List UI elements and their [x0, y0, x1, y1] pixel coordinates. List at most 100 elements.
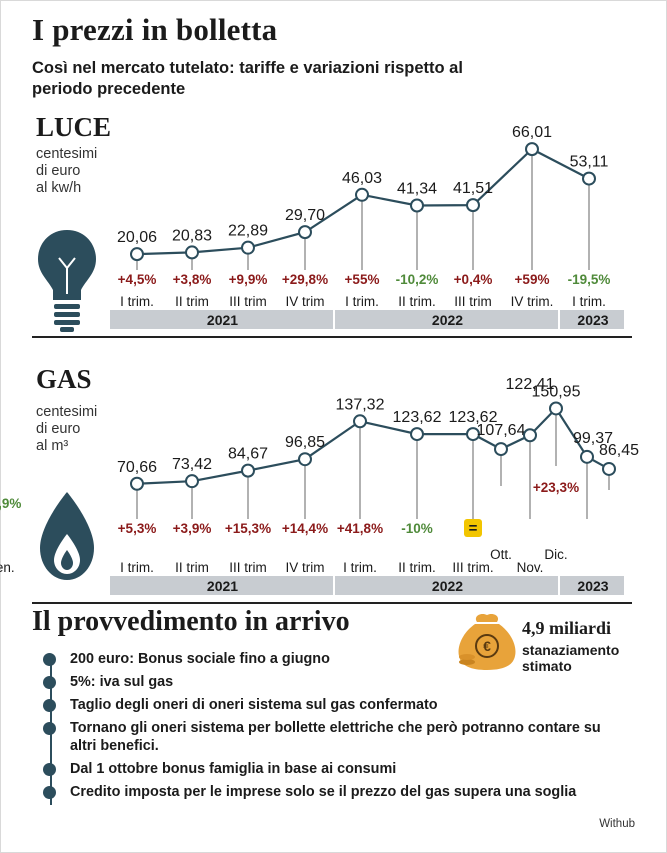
list-item-text: Credito imposta per le imprese solo se i…	[70, 784, 577, 800]
tick-label: II trim.	[398, 560, 436, 575]
data-label: 46,03	[342, 170, 382, 187]
list-item-text: Tornano gli oneri sistema per bollette e…	[70, 720, 601, 754]
change-label: -19,5%	[568, 272, 611, 287]
credit: Withub	[599, 818, 635, 830]
measures-list: 200 euro: Bonus sociale fino a giugno 5%…	[43, 650, 604, 806]
tick-label: IV trim	[286, 560, 325, 575]
page-title: I prezzi in bolletta	[32, 12, 278, 47]
data-label: 73,42	[172, 456, 212, 473]
change-label: -10%	[401, 521, 433, 536]
bullet-dot	[43, 786, 56, 799]
year-band	[110, 576, 333, 595]
data-label: 41,51	[453, 180, 493, 197]
data-label: 70,66	[117, 459, 157, 476]
change-label: +15,3%	[225, 521, 271, 536]
data-point	[130, 247, 144, 262]
data-label: 150,95	[532, 383, 581, 400]
data-point	[298, 452, 312, 467]
change-label: +14,4%	[282, 521, 328, 536]
data-point	[582, 171, 596, 186]
data-label: 137,32	[336, 396, 385, 413]
data-label: 20,83	[172, 227, 212, 244]
change-label: -12,9%	[0, 496, 21, 511]
tick-label: I trim.	[120, 560, 154, 575]
tick-label: I trim.	[572, 294, 606, 309]
gas-heading: GAS	[36, 364, 92, 394]
data-label: 99,37	[573, 430, 613, 447]
data-label: 66,01	[512, 124, 552, 141]
bullet-dot	[43, 722, 56, 735]
data-point	[130, 476, 144, 491]
change-label: +4,5%	[118, 272, 157, 287]
year-label: 2023	[577, 578, 608, 594]
data-label: 123,62	[393, 409, 442, 426]
change-label: +55%	[345, 272, 380, 287]
list-item-text: 200 euro: Bonus sociale fino a giugno	[70, 651, 330, 667]
tick-label: II trim	[175, 560, 209, 575]
neutral-badge	[464, 519, 482, 537]
data-label: 41,34	[397, 181, 437, 198]
luce-unit-line: centesimi	[36, 146, 98, 162]
tick-label: III trim	[229, 294, 267, 309]
luce-chart: 20,06 20,83 22,89 29,70 46,03 41,34 41,51 66,01…	[110, 124, 624, 329]
tick-label: II trim	[175, 294, 209, 309]
luce-unit-line: al kw/h	[36, 180, 82, 196]
data-point	[580, 449, 594, 464]
tick-label: Gen.	[0, 560, 15, 575]
data-point	[185, 474, 199, 489]
gas-unit-line: di euro	[36, 421, 81, 437]
tick-label: II trim.	[398, 294, 436, 309]
tick-label: Nov.	[517, 560, 544, 575]
year-band	[560, 576, 624, 595]
section-divider	[32, 602, 632, 604]
luce-unit-line: di euro	[36, 163, 81, 179]
data-label: 22,89	[228, 223, 268, 240]
bullet-dot	[43, 699, 56, 712]
provvedimento-heading: Il provvedimento in arrivo	[32, 606, 350, 637]
data-point	[353, 414, 367, 429]
list-item: Credito imposta per le imprese solo se i…	[43, 783, 604, 801]
fund-amount: 4,9 miliardi	[522, 618, 611, 638]
luce-unit: centesimi di euro al kw/h	[36, 146, 97, 197]
list-item-text: 5%: iva sul gas	[70, 674, 174, 690]
change-label: +5,3%	[118, 521, 157, 536]
year-band	[110, 310, 333, 329]
money-bag-icon: €	[458, 613, 516, 670]
gas-unit: centesimi di euro al m³	[36, 404, 97, 455]
year-label: 2023	[577, 312, 608, 328]
lightbulb-icon	[38, 230, 96, 332]
year-label: 2022	[432, 312, 463, 328]
tick-label: IV trim.	[511, 294, 554, 309]
data-point	[494, 442, 508, 457]
year-label: 2021	[207, 578, 238, 594]
change-label: +41,8%	[337, 521, 383, 536]
data-point	[525, 142, 539, 157]
gas-unit-line: centesimi	[36, 404, 98, 420]
luce-heading: LUCE	[36, 112, 112, 142]
year-band	[335, 310, 558, 329]
data-point	[466, 198, 480, 213]
data-point	[241, 240, 255, 255]
bullet-dot	[43, 653, 56, 666]
year-band	[335, 576, 558, 595]
flame-icon	[40, 492, 94, 580]
tick-label: Dic.	[544, 547, 567, 562]
data-label: 53,11	[570, 154, 609, 171]
data-point	[410, 427, 424, 442]
data-point	[523, 428, 537, 443]
fund-label: stanaziamento stimato	[522, 642, 620, 674]
data-label: 107,64	[477, 422, 526, 439]
list-item: Taglio degli oneri di oneri sistema sul …	[43, 696, 604, 714]
change-label: =	[469, 520, 478, 537]
tick-label: I trim.	[343, 560, 377, 575]
tick-label: IV trim	[286, 294, 325, 309]
data-label: 123,62	[449, 409, 498, 426]
tick-label: III trim.	[452, 560, 493, 575]
gas-unit-line: al m³	[36, 438, 69, 454]
tick-label: Ott.	[490, 547, 512, 562]
data-point	[466, 427, 480, 442]
svg-text:€: €	[483, 638, 491, 654]
page-subtitle: Così nel mercato tutelato: tariffe e var…	[32, 59, 463, 98]
data-point	[241, 463, 255, 478]
